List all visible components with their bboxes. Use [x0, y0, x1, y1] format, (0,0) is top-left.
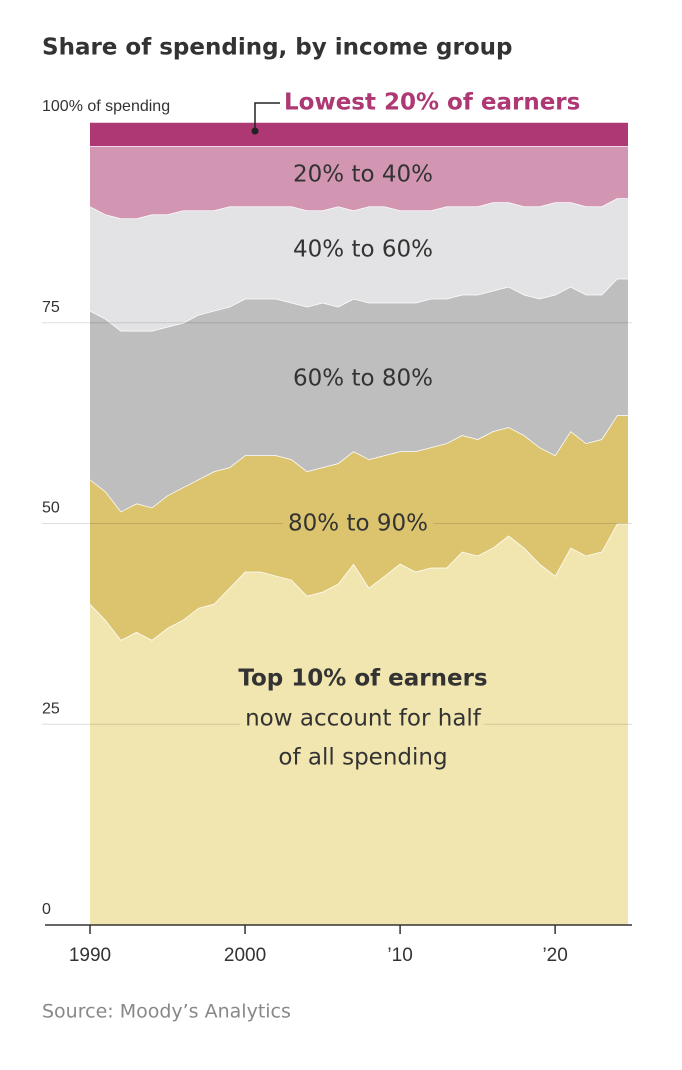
y-tick-label: 0 [42, 901, 51, 918]
leader-dot [251, 127, 259, 135]
area [90, 523, 628, 925]
source: Source: Moody’s Analytics [42, 1001, 291, 1023]
annotation: of all spending [278, 745, 447, 771]
y-tick-label: 75 [42, 299, 60, 316]
y-tick-label: 100% of spending [42, 98, 170, 115]
x-tick-label: 2000 [224, 945, 266, 966]
series-label: Top 10% of earners [238, 666, 487, 692]
x-tick-label: ’10 [387, 945, 412, 966]
leader-line [254, 102, 280, 131]
y-tick-label: 25 [42, 700, 60, 717]
y-tick-label: 50 [42, 500, 60, 517]
area [90, 198, 628, 331]
area [90, 415, 628, 640]
series-label: Lowest 20% of earners [284, 90, 580, 116]
chart-title: Share of spending, by income group [42, 35, 512, 61]
x-tick-label: ’20 [542, 945, 567, 966]
area-edge [89, 414, 628, 513]
area [90, 122, 628, 147]
area-edge [89, 522, 628, 641]
series-label: 20% to 40% [293, 162, 433, 188]
area [90, 146, 628, 219]
series-label: 80% to 90% [288, 511, 428, 537]
annotation: now account for half [245, 706, 482, 732]
area [90, 278, 628, 512]
x-tick-label: 1990 [69, 945, 111, 966]
series-label: 40% to 60% [293, 237, 433, 263]
series-label: 60% to 80% [293, 366, 433, 392]
